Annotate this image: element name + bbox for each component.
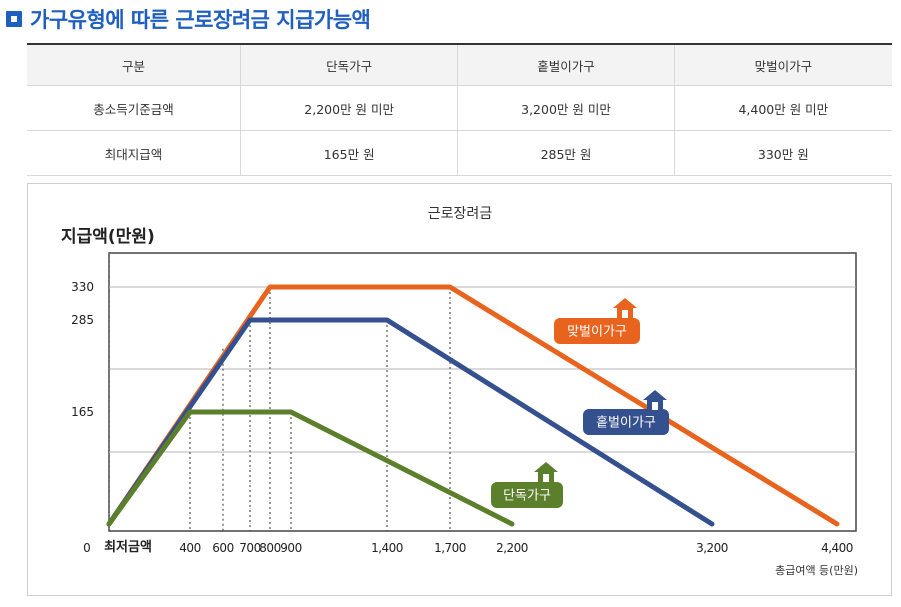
table-header-cell: 단독가구 — [239, 44, 458, 86]
house-roof — [534, 462, 558, 472]
table-cell: 165만 원 — [239, 130, 458, 176]
y-axis-label: 지급액(만원) — [61, 227, 155, 247]
x-tick-label: 1,400 — [371, 541, 403, 555]
x-tick-label: 3,200 — [696, 541, 728, 555]
house-door — [652, 402, 658, 410]
chart-title: 근로장려금 — [428, 206, 493, 222]
series-label: 홑벌이가구 — [596, 416, 656, 431]
x-tick-label: 900 — [280, 541, 301, 555]
x-tick-label: 600 — [212, 541, 233, 555]
x-tick-label: 400 — [179, 541, 200, 555]
page-title: 가구유형에 따른 근로장려금 지급가능액 — [6, 4, 371, 34]
series-line-one-earner — [106, 317, 715, 527]
x-tick-label: 700 — [239, 541, 260, 555]
house-icon — [613, 298, 637, 318]
series-label-box — [583, 409, 669, 435]
table-cell: 4,400만 원 미만 — [673, 85, 892, 131]
house-icon — [534, 462, 558, 482]
series-label: 맞벌이가구 — [567, 325, 627, 340]
table-cell: 최대지급액 — [27, 130, 241, 176]
series-label-box — [554, 318, 640, 344]
series-label: 단독가구 — [503, 489, 551, 504]
series-label-box — [491, 482, 563, 508]
page-title-text: 가구유형에 따른 근로장려금 지급가능액 — [30, 8, 371, 32]
house-door — [543, 474, 549, 482]
table-cell: 285만 원 — [457, 130, 675, 176]
x-axis-label: 총급여액 등(만원) — [775, 564, 858, 577]
x-tick-label: 800 — [259, 541, 280, 555]
table-header-row: 구분 단독가구 홑벌이가구 맞벌이가구 — [27, 44, 892, 86]
table-cell: 3,200만 원 미만 — [457, 85, 675, 131]
income-table: 구분 단독가구 홑벌이가구 맞벌이가구 총소득기준금액 2,200만 원 미만 … — [27, 43, 892, 176]
plot-frame — [108, 252, 857, 532]
table-cell: 330만 원 — [673, 130, 892, 176]
house-roof — [643, 390, 667, 400]
square-bullet-icon — [6, 11, 22, 27]
y-tick-label: 330 — [71, 280, 94, 294]
table-row: 최대지급액 165만 원 285만 원 330만 원 — [27, 130, 892, 176]
x-tick-label: 4,400 — [821, 541, 853, 555]
house-door — [622, 310, 628, 318]
table-cell: 총소득기준금액 — [27, 85, 241, 131]
y-tick-label: 285 — [71, 313, 94, 327]
x-tick-label: 2,200 — [496, 541, 528, 555]
house-roof — [613, 298, 637, 308]
x-tick-label: 0 — [83, 541, 91, 555]
x-tick-label: 최저금액 — [104, 540, 152, 555]
house-icon — [643, 390, 667, 410]
table-header-cell: 홑벌이가구 — [457, 44, 675, 86]
table-header-cell: 맞벌이가구 — [673, 44, 892, 86]
table-header-cell: 구분 — [27, 44, 241, 86]
table-cell: 2,200만 원 미만 — [239, 85, 458, 131]
y-tick-label: 165 — [71, 405, 94, 419]
series-line-single — [106, 409, 515, 527]
x-tick-label: 1,700 — [434, 541, 466, 555]
table-row: 총소득기준금액 2,200만 원 미만 3,200만 원 미만 4,400만 원… — [27, 85, 892, 131]
